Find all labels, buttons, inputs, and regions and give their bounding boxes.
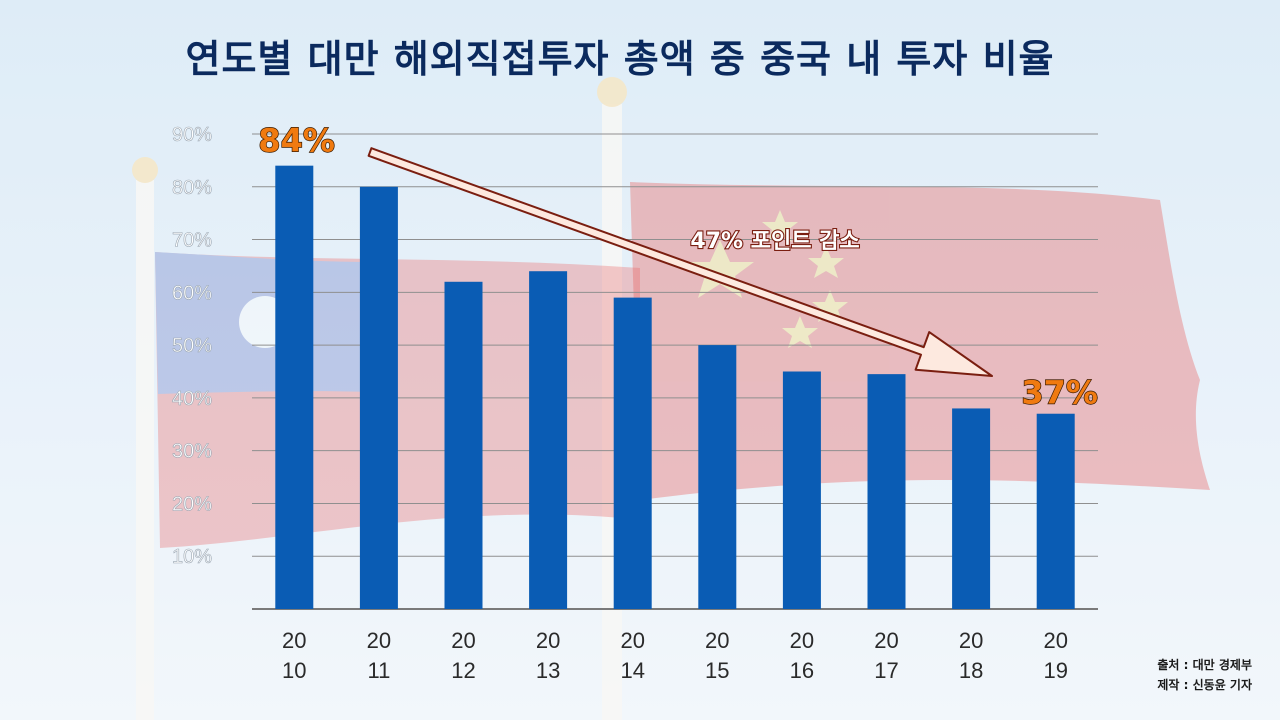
- x-tick-label: 18: [959, 658, 983, 683]
- x-tick-label: 20: [451, 628, 475, 653]
- y-tick-label: 20%: [172, 493, 212, 515]
- x-tick-label: 20: [959, 628, 983, 653]
- y-tick-label: 60%: [172, 282, 212, 304]
- x-tick-label: 20: [874, 628, 898, 653]
- bar: [444, 281, 483, 609]
- bar: [867, 374, 906, 609]
- source-credit: 출처 : 대만 경제부 제작 : 신동윤 기자: [1157, 655, 1252, 695]
- chart-title: 연도별 대만 해외직접투자 총액 중 중국 내 투자 비율: [185, 37, 1055, 81]
- x-tick-label: 20: [536, 628, 560, 653]
- x-tick-label: 16: [790, 658, 814, 683]
- y-tick-label: 90%: [172, 124, 212, 146]
- x-tick-label: 17: [874, 658, 898, 683]
- bar: [782, 371, 821, 609]
- end-value-label: 37%: [1021, 374, 1098, 412]
- bar: [1036, 413, 1075, 609]
- y-tick-label: 10%: [172, 546, 212, 568]
- y-tick-label: 70%: [172, 230, 212, 252]
- x-tick-label: 11: [367, 658, 390, 683]
- x-tick-label: 20: [620, 628, 644, 653]
- x-tick-label: 10: [282, 658, 306, 683]
- x-tick-label: 20: [282, 628, 306, 653]
- bar: [952, 408, 991, 609]
- x-tick-label: 19: [1043, 658, 1067, 683]
- y-tick-label: 40%: [172, 388, 212, 410]
- x-tick-label: 14: [620, 658, 644, 683]
- x-tick-label: 13: [536, 658, 560, 683]
- bar: [613, 297, 652, 609]
- y-tick-label: 80%: [172, 177, 212, 199]
- x-tick-label: 20: [705, 628, 729, 653]
- y-tick-label: 50%: [172, 335, 212, 357]
- bar: [698, 345, 737, 609]
- x-tick-label: 20: [790, 628, 814, 653]
- x-tick-label: 20: [1043, 628, 1067, 653]
- bar: [359, 186, 398, 609]
- bar: [529, 271, 568, 609]
- arrow-annotation-label: 47% 포인트 감소: [690, 229, 859, 254]
- x-tick-label: 12: [451, 658, 475, 683]
- start-value-label: 84%: [258, 122, 335, 160]
- bar: [275, 165, 314, 609]
- source-line: 출처 : 대만 경제부: [1157, 658, 1252, 672]
- flagpole-left: [132, 157, 158, 720]
- y-tick-label: 30%: [172, 441, 212, 463]
- trend-arrow: [367, 147, 993, 377]
- credit-line: 제작 : 신동윤 기자: [1157, 678, 1252, 692]
- x-tick-label: 15: [705, 658, 729, 683]
- x-tick-label: 20: [367, 628, 391, 653]
